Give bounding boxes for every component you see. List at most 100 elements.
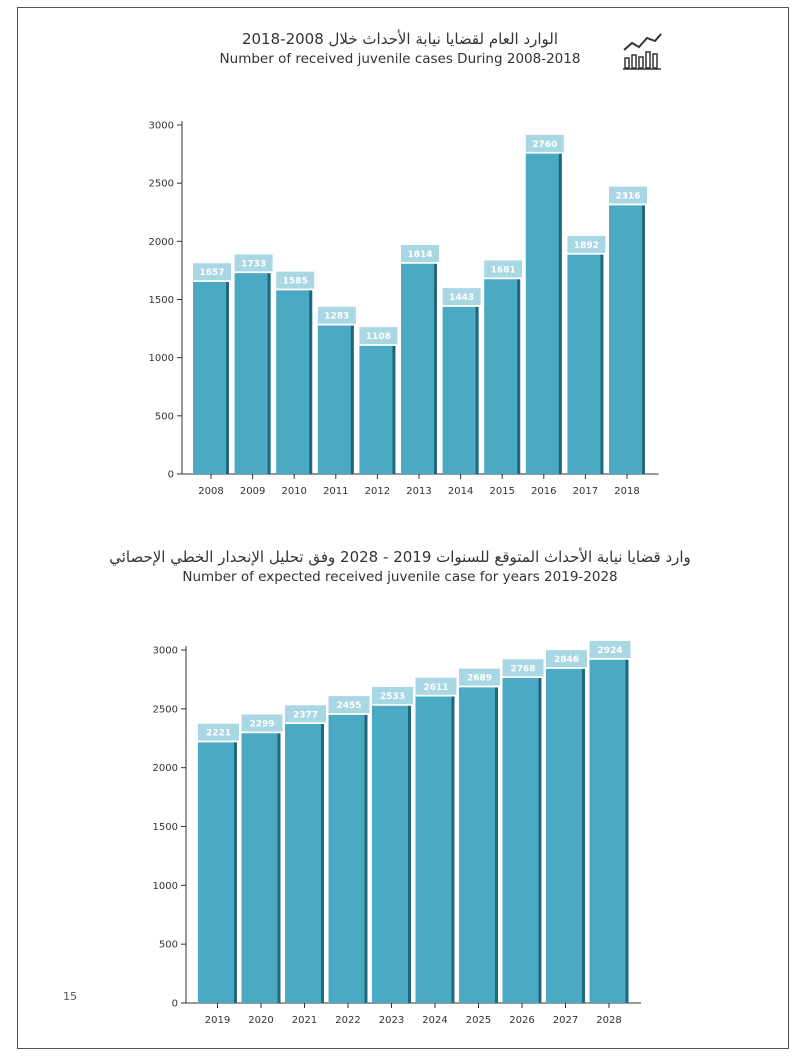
chart2-bar [459,686,498,1003]
chart2-data-label-box [459,668,500,686]
chart2-data-label: 2611 [423,683,448,693]
chart2-bar-2024: 2611 [415,677,457,1003]
chart2-y-tick-label: 0 [172,999,178,1010]
chart1-data-label-box [276,271,315,289]
chart2-x-tick-label: 2025 [466,1015,491,1025]
chart2-bar-edge [625,658,629,1003]
chart1-bar-2008: 1657 [193,263,231,474]
chart2-x-tick-label: 2028 [596,1015,621,1025]
chart1-y-tick-label: 0 [168,470,174,481]
chart1-data-label: 1892 [574,241,599,251]
chart2-data-label-box [285,705,326,723]
chart1-bar [609,204,645,474]
chart1-x-tick-label: 2013 [406,486,431,497]
chart2-bar [328,714,368,1003]
chart2-x-tick-label: 2027 [553,1015,578,1025]
chart2-bar-edge [234,741,237,1003]
chart2-x-tick-label: 2026 [509,1015,534,1025]
chart2-data-label-box [241,714,283,732]
chart1-data-label: 2316 [615,192,640,202]
chart1-bar [442,306,479,474]
chart1-data-label-box [234,254,273,272]
chart2-bar-2021: 2377 [285,705,326,1003]
chart2-bar-edge [277,732,281,1003]
chart1-bar [567,253,604,474]
chart2-data-label-box [415,677,457,695]
chart2-x-tick-label: 2019 [205,1015,230,1025]
chart1-data-label-box [401,244,439,262]
chart1-bar-2012: 1108 [359,327,398,474]
chart1-x-tick-label: 2015 [489,486,514,497]
chart2-bar-2020: 2299 [241,714,283,1003]
chart2-y-tick-label: 3000 [153,646,178,657]
chart1-y-tick-label: 2500 [149,179,174,190]
chart2-bar-2019: 2221 [198,723,239,1003]
chart1-data-label-box [193,263,231,281]
chart1-data-label-box [359,327,398,345]
chart1-bar [525,152,562,475]
chart2-bar [372,704,411,1003]
chart1-bar-edge [267,272,271,474]
chart1-data-label: 1108 [366,332,391,342]
chart2-bar-edge [495,686,498,1003]
chart1-data-label: 1681 [491,265,516,275]
chart1-y-tick-label: 2000 [149,237,174,248]
page-number: 15 [63,990,77,1003]
chart2-bar-2025: 2689 [459,668,500,1003]
chart2-bar-2023: 2533 [372,686,413,1003]
chart1-bar-edge [434,262,437,474]
chart1-x-tick-label: 2014 [448,486,473,497]
chart1-bar-edge [642,204,645,474]
chart2-data-label-box [198,723,239,741]
chart1-data-label: 1814 [407,250,432,260]
chart1-title-arabic: الوارد العام لقضايا نيابة الأحداث خلال 2… [241,30,559,48]
chart2-x-tick-label: 2020 [248,1015,273,1025]
chart2-title-arabic: وارد قضايا نيابة الأحداث المتوقع للسنوات… [109,548,691,566]
chart1-data-label-box [609,186,647,204]
chart2-y-tick-label: 1500 [153,822,178,833]
chart2-y-tick-label: 500 [159,940,178,951]
chart2-x-tick-label: 2023 [379,1015,404,1025]
chart2-data-label: 2768 [510,664,535,674]
chart1-bar [317,324,354,474]
chart1-y-tick-label: 3000 [149,121,174,132]
chart2-data-label: 2689 [467,674,492,684]
chart2-bar-2027: 2846 [546,650,587,1003]
chart2-data-label-box [546,650,587,668]
chart2-data-label: 2299 [249,719,274,729]
chart1-bar-edge [475,306,479,474]
chart1-data-label-box [525,134,564,152]
bar-chart-trend-icon [623,33,662,70]
chart1-x-tick-label: 2017 [573,486,598,497]
chart1-data-label: 2760 [532,140,557,150]
chart1-bar-2016: 2760 [525,134,564,475]
chart2-bar-edge [321,723,324,1003]
chart1-y-tick-label: 1000 [149,353,174,364]
chart2-bar-2022: 2455 [328,696,370,1003]
chart2-x-tick-label: 2022 [335,1015,360,1025]
chart2-data-label: 2533 [380,692,405,702]
chart2-data-label: 2455 [336,701,361,711]
chart1-bar [234,272,271,474]
chart2-data-label-box [328,696,370,714]
chart2-data-label: 2924 [597,646,622,656]
chart1-y-tick-label: 500 [155,411,174,422]
chart1-data-label-box [567,235,606,253]
chart2-bar-edge [364,714,368,1003]
chart2-bar [546,668,585,1003]
chart1-bar [484,278,521,474]
chart1-bar-edge [558,152,562,475]
chart1-bar-chart: 0 500 1000 1500 2000 2500 3000 1657 2008 1733 2009… [149,121,659,497]
chart1-bar-edge [350,324,354,474]
chart1-data-label-box [317,306,356,324]
chart1-x-tick-label: 2010 [281,486,306,497]
chart1-data-label: 1283 [324,312,349,322]
chart1-bar-2009: 1733 [234,254,273,474]
chart1-bar [359,345,396,474]
chart1-bar-2011: 1283 [317,306,356,474]
chart2-data-label: 2846 [554,655,579,665]
chart1-bar-2018: 2316 [609,186,647,474]
chart1-data-label: 1585 [283,277,308,287]
chart1-x-tick-label: 2009 [240,486,265,497]
chart2-bar [415,695,455,1003]
